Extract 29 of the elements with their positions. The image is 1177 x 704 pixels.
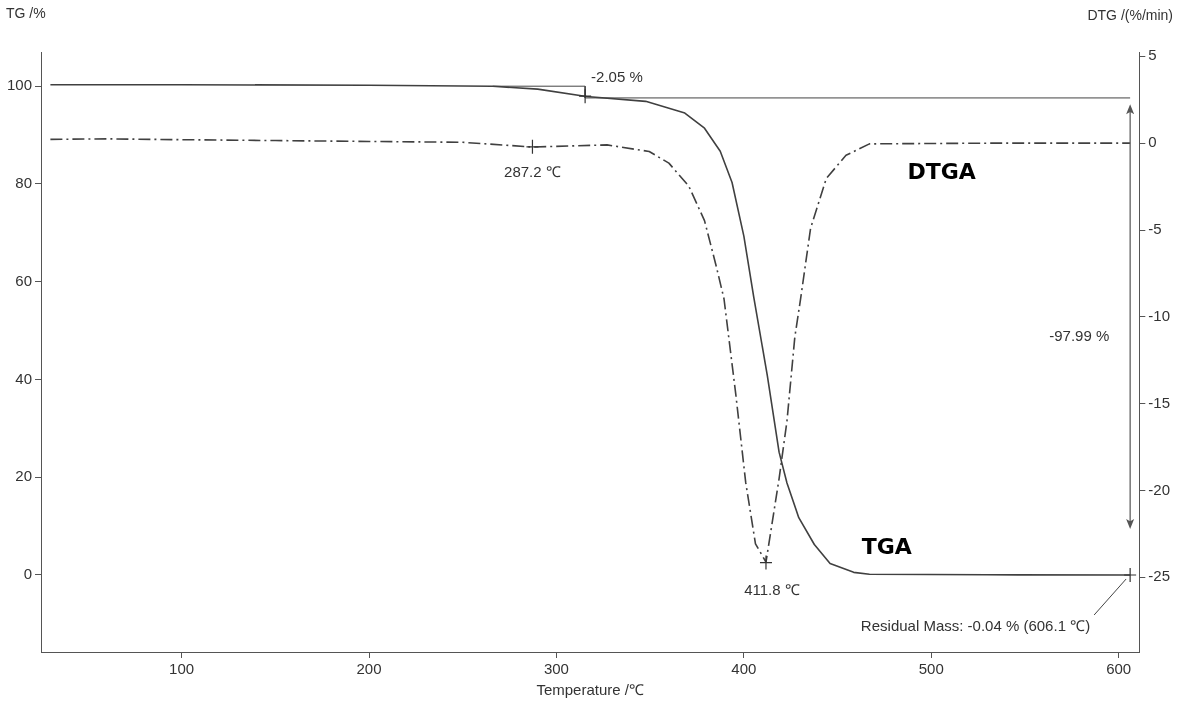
annotation: 287.2 ℃ xyxy=(504,162,561,180)
annotation: -2.05 % xyxy=(591,68,643,86)
x-axis-title: Temperature /℃ xyxy=(536,681,644,699)
x-tick-label: 400 xyxy=(731,660,757,678)
y2-tick-label: 0 xyxy=(1148,133,1157,151)
x-tick-label: 500 xyxy=(918,660,944,678)
annotation: -97.99 % xyxy=(1049,327,1110,345)
series-label: DTGA xyxy=(907,158,976,184)
y-tick-label: 100 xyxy=(7,76,33,94)
series-label: TGA xyxy=(861,534,912,560)
y-tick-label: 0 xyxy=(23,564,33,582)
y2-tick-label: -20 xyxy=(1148,480,1171,498)
x-tick-label: 200 xyxy=(356,660,382,678)
y2-tick-label: -10 xyxy=(1148,306,1171,324)
y-axis-title: TG /% xyxy=(6,4,46,21)
y2-tick-label: -15 xyxy=(1148,393,1171,411)
y-tick-label: 40 xyxy=(15,369,33,387)
y2-tick-label: -5 xyxy=(1148,220,1162,238)
y2-tick-label: 5 xyxy=(1148,46,1157,64)
y-tick-label: 60 xyxy=(15,271,33,289)
y2-axis-title: DTG /(%/min) xyxy=(1087,6,1173,23)
x-tick-label: 100 xyxy=(169,660,195,678)
y2-tick-label: -25 xyxy=(1148,567,1171,585)
y-tick-label: 80 xyxy=(15,174,33,192)
annotation: Residual Mass: -0.04 % (606.1 ℃) xyxy=(860,617,1091,635)
annotation: 411.8 ℃ xyxy=(744,580,800,598)
y-tick-label: 20 xyxy=(15,467,33,485)
x-tick-label: 600 xyxy=(1106,660,1132,678)
x-tick-label: 300 xyxy=(543,660,569,678)
